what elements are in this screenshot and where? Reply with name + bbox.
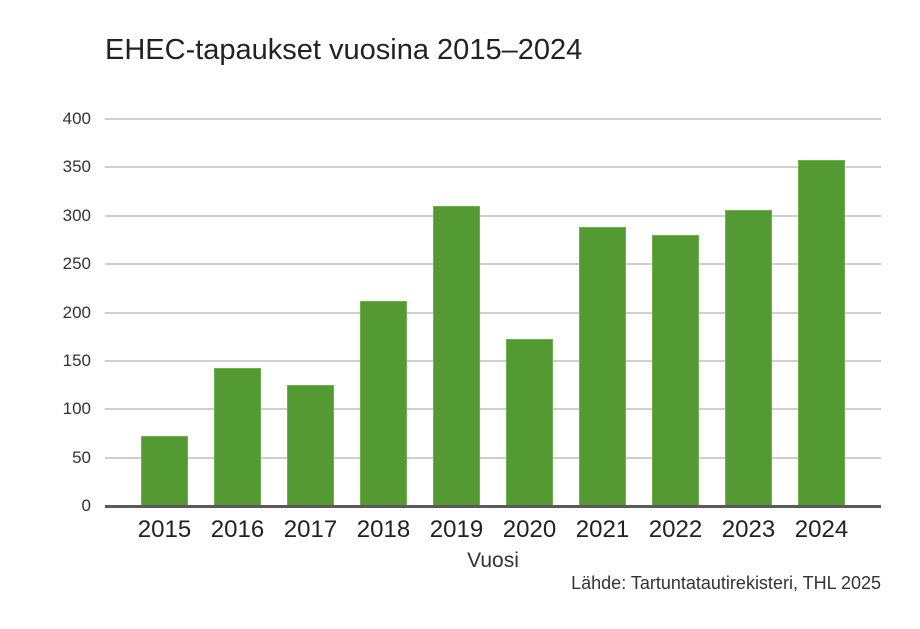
gridline xyxy=(105,263,881,266)
bar-2015 xyxy=(141,436,188,506)
bar-2018 xyxy=(360,300,407,506)
y-tick-label: 100 xyxy=(62,399,91,419)
bar-2020 xyxy=(506,338,553,506)
gridline xyxy=(105,214,881,217)
bar-2016 xyxy=(214,367,261,506)
bar-2022 xyxy=(652,235,699,506)
x-tick-label: 2017 xyxy=(283,516,338,543)
x-tick-label: 2022 xyxy=(648,516,703,543)
x-tick-label: 2024 xyxy=(794,516,849,543)
y-tick-label: 300 xyxy=(62,205,91,225)
y-tick-label: 200 xyxy=(62,302,91,322)
source-note: Lähde: Tartuntatautirekisteri, THL 2025 xyxy=(571,573,881,593)
x-axis-line xyxy=(105,505,881,508)
bar-2021 xyxy=(579,227,626,506)
x-tick-label: 2015 xyxy=(137,516,192,543)
x-tick-label: 2018 xyxy=(356,516,411,543)
y-tick-label: 250 xyxy=(62,254,91,274)
gridline xyxy=(105,166,881,169)
x-tick-label: 2020 xyxy=(502,516,557,543)
bar-2017 xyxy=(287,385,334,506)
bar-2019 xyxy=(433,206,480,506)
y-tick-label: 400 xyxy=(62,109,91,128)
chart-title: EHEC-tapaukset vuosina 2015–2024 xyxy=(105,34,583,66)
gridline xyxy=(105,456,881,459)
bar-2024 xyxy=(798,159,845,506)
y-tick-label: 50 xyxy=(72,447,91,467)
x-tick-label: 2016 xyxy=(210,516,265,543)
y-tick-label: 0 xyxy=(81,496,91,515)
x-tick-label: 2021 xyxy=(575,516,630,543)
plot-area xyxy=(105,118,881,506)
y-tick-label: 350 xyxy=(62,157,91,177)
bar-2023 xyxy=(725,209,772,506)
gridline xyxy=(105,118,881,120)
x-tick-label: 2019 xyxy=(429,516,484,543)
y-tick-label: 150 xyxy=(62,350,91,370)
gridline xyxy=(105,311,881,314)
gridline xyxy=(105,359,881,362)
x-tick-label: 2023 xyxy=(721,516,776,543)
gridline xyxy=(105,408,881,411)
x-axis-title: Vuosi xyxy=(467,549,519,572)
